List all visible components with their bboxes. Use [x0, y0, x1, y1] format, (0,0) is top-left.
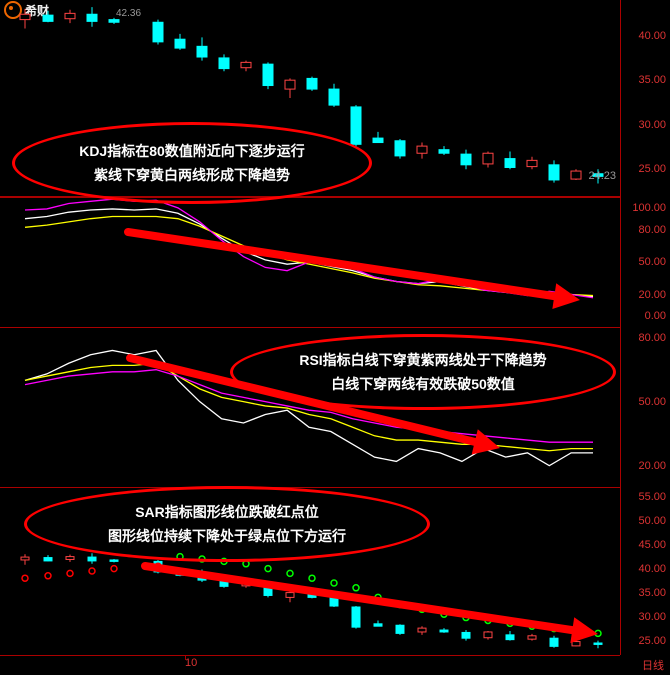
- ytick-label: 40.00: [638, 563, 666, 575]
- kdj-annotation-line1: KDJ指标在80数值附近向下逐步运行: [79, 141, 305, 161]
- ytick-label: 30.00: [638, 119, 666, 131]
- ytick-label: 100.00: [632, 202, 666, 214]
- ytick-label: 50.00: [638, 515, 666, 527]
- panel-divider: [0, 655, 620, 656]
- sar-annotation: SAR指标图形线位跌破红点位图形线位持续下降处于绿点位下方运行: [24, 486, 430, 562]
- ytick-label: 30.00: [638, 611, 666, 623]
- ytick-label: 45.00: [638, 539, 666, 551]
- ytick-label: 80.00: [638, 224, 666, 236]
- ytick-label: 50.00: [638, 396, 666, 408]
- ytick-label: 35.00: [638, 587, 666, 599]
- ytick-label: 0.00: [645, 310, 666, 322]
- panel-divider: [0, 327, 620, 328]
- rsi-annotation-line1: RSI指标白线下穿黄紫两线处于下降趋势: [299, 350, 546, 370]
- ytick-label: 35.00: [638, 74, 666, 86]
- kdj-annotation-line2: 紫线下穿黄白两线形成下降趋势: [94, 165, 290, 185]
- last-price-label: 24.23: [588, 170, 616, 182]
- ytick-label: 25.00: [638, 635, 666, 647]
- ytick-label: 40.00: [638, 30, 666, 42]
- ytick-label: 20.00: [638, 289, 666, 301]
- panel-divider: [0, 487, 620, 488]
- rsi-annotation: RSI指标白线下穿黄紫两线处于下降趋势白线下穿两线有效跌破50数值: [230, 334, 616, 410]
- ytick-label: 50.00: [638, 256, 666, 268]
- kdj-annotation: KDJ指标在80数值附近向下逐步运行紫线下穿黄白两线形成下降趋势: [12, 122, 372, 204]
- ytick-label: 20.00: [638, 460, 666, 472]
- sar-annotation-line1: SAR指标图形线位跌破红点位: [135, 502, 319, 522]
- sar-annotation-line2: 图形线位持续下降处于绿点位下方运行: [108, 526, 346, 546]
- ytick-label: 80.00: [638, 332, 666, 344]
- xtick-label: 10: [185, 657, 197, 669]
- ytick-label: 55.00: [638, 491, 666, 503]
- ytick-label: 25.00: [638, 163, 666, 175]
- rsi-annotation-line2: 白线下穿两线有效跌破50数值: [331, 374, 515, 394]
- x-right-label: 日线: [642, 657, 664, 673]
